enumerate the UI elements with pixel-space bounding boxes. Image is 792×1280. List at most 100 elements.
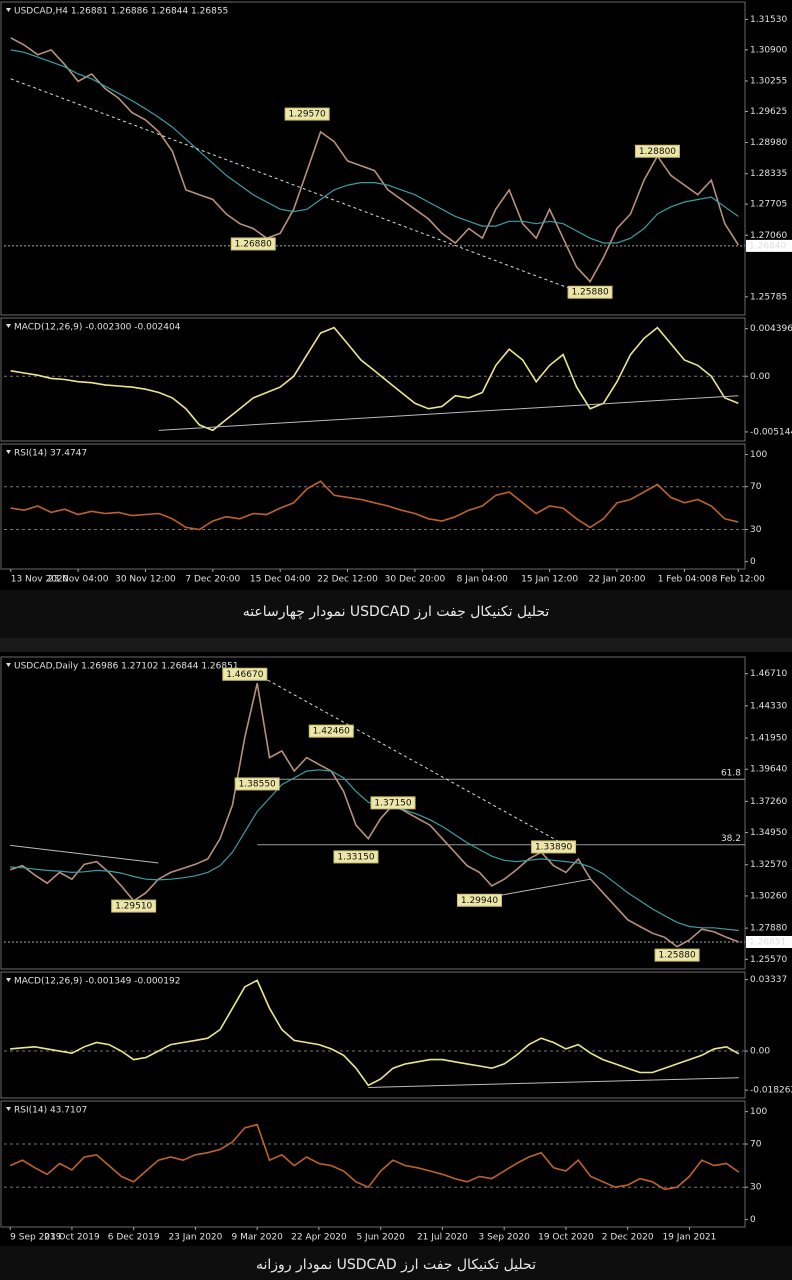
y-tick-label: 0 <box>750 1215 756 1225</box>
price-annotation-label: 1.25880 <box>658 951 695 961</box>
data-line <box>10 480 739 531</box>
y-tick-label: 1.30260 <box>750 891 787 901</box>
pane <box>0 443 746 570</box>
price-annotation-label: 1.38550 <box>239 779 276 789</box>
caption: تحلیل تکنیکال جفت ارز USDCAD نمودار چهار… <box>243 604 550 620</box>
x-tick-label: 9 Mar 2020 <box>232 1233 284 1243</box>
pane-header: RSI(14) 43.7107 <box>14 1106 87 1116</box>
y-tick-label: 1.27060 <box>750 231 787 241</box>
y-tick-label: 1.27880 <box>750 924 787 934</box>
trendline <box>368 1077 739 1088</box>
price-tag <box>746 239 792 252</box>
price-annotation <box>634 144 680 158</box>
y-tick-label: 1.39640 <box>750 765 787 775</box>
price-annotation-label: 1.26880 <box>235 239 272 249</box>
y-tick-label: 1.27705 <box>750 200 787 210</box>
y-tick-label: -0.018262 <box>750 1086 792 1096</box>
price-annotation <box>308 724 354 738</box>
price-annotation <box>567 285 613 299</box>
data-line <box>10 37 739 283</box>
x-tick-label: 3 Sep 2020 <box>479 1233 531 1243</box>
y-tick-label: 1.37260 <box>750 797 787 807</box>
menu-arrow <box>6 8 11 12</box>
y-tick-label: 0.03337 <box>750 975 787 985</box>
y-tick-label: 100 <box>750 450 767 460</box>
price-annotation-label: 1.33890 <box>535 842 572 852</box>
separator <box>0 638 792 652</box>
price-annotation-label: 1.29570 <box>289 110 326 120</box>
menu-arrow <box>6 978 11 982</box>
y-tick-label: 1.25785 <box>750 292 787 302</box>
price-annotation-label: 1.28800 <box>639 147 676 157</box>
x-tick-label: 30 Nov 12:00 <box>115 575 176 585</box>
menu-arrow <box>6 450 11 454</box>
y-tick-label: 30 <box>750 525 762 535</box>
y-tick-label: 1.25570 <box>750 955 787 965</box>
y-tick-label: 70 <box>750 1140 762 1150</box>
trendline <box>256 673 567 846</box>
x-tick-label: 13 Nov 2020 <box>11 575 69 585</box>
y-tick-label: 1.29625 <box>750 107 787 117</box>
y-tick-label: 1.31530 <box>750 15 787 25</box>
price-annotation-label: 1.29510 <box>115 902 152 912</box>
data-line <box>9 683 740 948</box>
price-annotation <box>654 948 700 962</box>
y-tick-label: 0.00 <box>750 1047 770 1057</box>
y-tick-label: 100 <box>750 1107 767 1117</box>
x-tick-label: 23 Jan 2020 <box>168 1233 222 1243</box>
y-tick-label: 1.46710 <box>750 669 787 679</box>
price-annotation <box>370 796 416 810</box>
pane-header: MACD(12,26,9) -0.001349 -0.000192 <box>14 977 180 987</box>
x-tick-label: 8 Feb 12:00 <box>712 575 766 585</box>
x-tick-label: 15 Jan 12:00 <box>521 575 578 585</box>
x-tick-label: 19 Oct 2020 <box>538 1233 594 1243</box>
trendline <box>10 844 159 864</box>
x-tick-label: 22 Apr 2020 <box>291 1233 347 1243</box>
price-annotation <box>234 777 280 791</box>
y-tick-label: 1.41950 <box>750 734 787 744</box>
price-annotation-label: 1.46670 <box>226 670 263 680</box>
price-annotation-label: 1.25880 <box>571 288 608 298</box>
trendline <box>158 395 739 431</box>
price-annotation-label: 1.37150 <box>374 798 411 808</box>
price-annotation-label: 1.33150 <box>337 852 374 862</box>
moving-average <box>10 49 739 244</box>
y-tick-label: 1.30900 <box>750 45 787 55</box>
y-tick-label: 0 <box>750 557 756 567</box>
x-tick-label: 22 Dec 12:00 <box>317 575 378 585</box>
pane-header: USDCAD,Daily 1.26986 1.27102 1.26844 1.2… <box>14 662 239 672</box>
trendline <box>10 78 591 297</box>
x-tick-label: 21 Jul 2020 <box>417 1233 468 1243</box>
x-tick-label: 15 Dec 04:00 <box>250 575 311 585</box>
pane <box>0 971 746 1099</box>
y-tick-label: 1.32570 <box>750 860 787 870</box>
menu-arrow <box>6 663 11 667</box>
pane <box>0 656 746 970</box>
pane <box>0 1100 746 1228</box>
caption: تحلیل تکنیکال جفت ارز USDCAD نمودار روزا… <box>256 1257 536 1273</box>
x-tick-label: 5 Jun 2020 <box>356 1233 405 1243</box>
y-tick-label: 0.00 <box>750 372 770 382</box>
x-tick-label: 8 Jan 04:00 <box>457 575 509 585</box>
y-tick-label: 70 <box>750 482 762 492</box>
x-tick-label: 9 Sep 2019 <box>10 1233 62 1243</box>
pane-header: RSI(14) 37.4747 <box>14 449 87 459</box>
y-tick-label: 1.34950 <box>750 828 787 838</box>
fib-level-label: 38.2 <box>721 834 741 844</box>
trendline <box>491 878 591 898</box>
x-tick-label: 6 Dec 2019 <box>108 1233 160 1243</box>
price-annotation <box>333 850 379 864</box>
y-tick-label: 0.004396 <box>750 324 792 334</box>
price-tag-label: 1.26840 <box>749 241 786 251</box>
price-annotation <box>531 840 577 854</box>
pane-header: MACD(12,26,9) -0.002300 -0.002404 <box>14 323 181 333</box>
y-tick-label: 1.30255 <box>750 77 787 87</box>
pane-header: USDCAD,H4 1.26881 1.26886 1.26844 1.2685… <box>14 7 228 17</box>
caption-bar <box>0 1246 792 1280</box>
y-tick-label: 30 <box>750 1183 762 1193</box>
price-annotation <box>456 893 502 907</box>
pane <box>0 1 746 316</box>
menu-arrow <box>6 1107 11 1111</box>
x-tick-label: 22 Jan 20:00 <box>589 575 646 585</box>
